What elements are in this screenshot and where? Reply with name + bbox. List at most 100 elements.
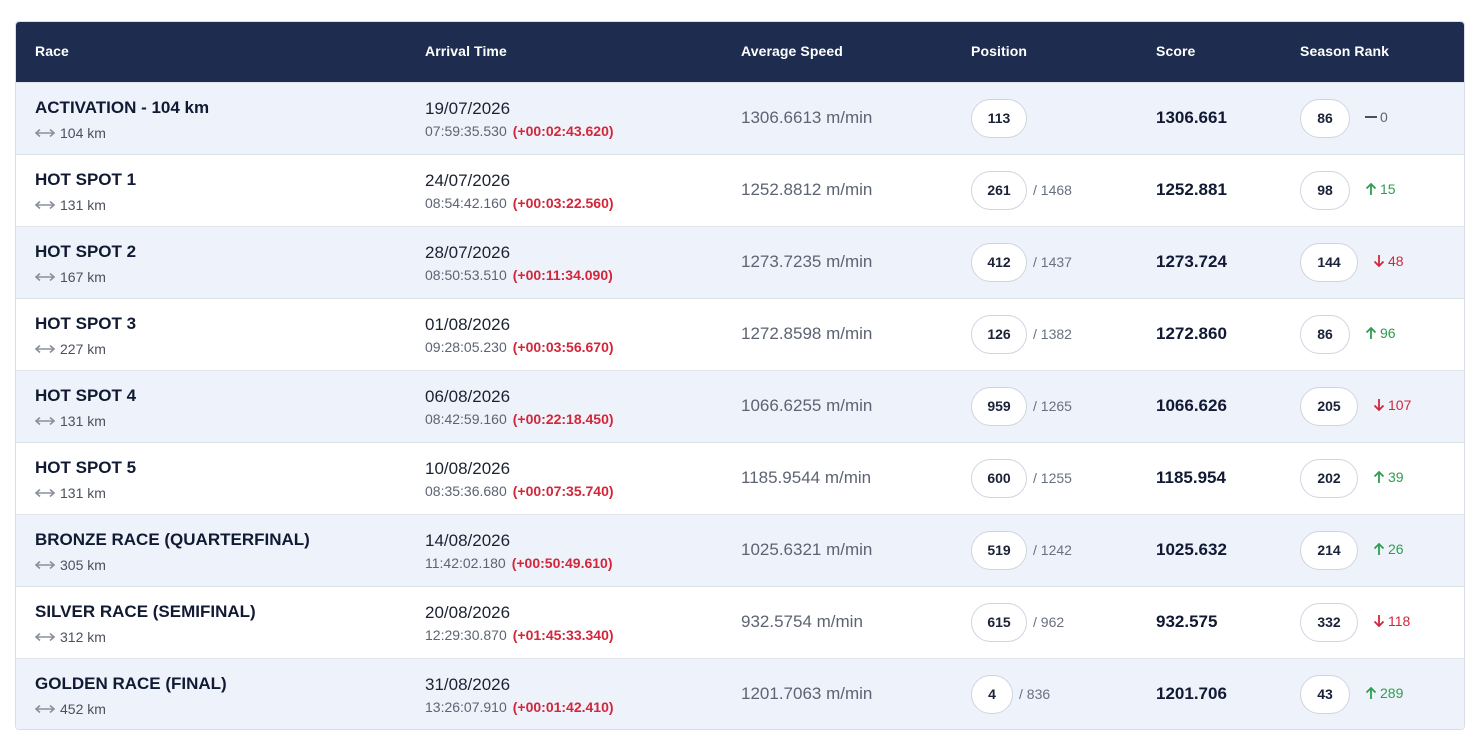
distance-arrows-icon: [35, 488, 55, 498]
race-name[interactable]: HOT SPOT 2: [35, 242, 137, 261]
season-rank-badge: 86: [1300, 99, 1350, 138]
arrival-date: 10/08/2026: [425, 459, 511, 478]
table-header: Race Arrival Time Average Speed Position…: [16, 22, 1464, 82]
table-row[interactable]: HOT SPOT 2 167 km 28/07/2026 08:50:53.510 (+…: [16, 226, 1464, 298]
average-speed: 1252.8812 m/min: [741, 180, 873, 199]
position-total: / 1468: [1033, 182, 1072, 198]
position-total: / 1242: [1033, 542, 1072, 558]
position-total: / 962: [1033, 614, 1065, 630]
distance-arrows-icon: [35, 704, 55, 714]
season-rank-badge: 202: [1300, 459, 1358, 498]
position-badge: 412: [971, 243, 1027, 282]
race-distance: 305 km: [35, 557, 106, 573]
rank-change: 289: [1364, 685, 1403, 701]
score: 1185.954: [1156, 468, 1226, 487]
race-distance-value: 227 km: [60, 341, 106, 357]
dash-icon: [1364, 110, 1378, 124]
position-badge: 959: [971, 387, 1027, 426]
arrival-gap: (+00:22:18.450): [512, 411, 614, 427]
race-name[interactable]: HOT SPOT 3: [35, 314, 137, 333]
arrow-up-icon: [1372, 470, 1386, 484]
race-distance: 104 km: [35, 125, 106, 141]
score: 1273.724: [1156, 252, 1227, 271]
arrival-detail: 08:50:53.510 (+00:11:34.090): [425, 267, 613, 283]
arrival-detail: 08:42:59.160 (+00:22:18.450): [425, 411, 614, 427]
race-name[interactable]: SILVER RACE (SEMIFINAL): [35, 602, 256, 621]
race-name[interactable]: HOT SPOT 4: [35, 386, 137, 405]
table-row[interactable]: GOLDEN RACE (FINAL) 452 km 31/08/2026 13:26…: [16, 658, 1464, 729]
header-arrival-time[interactable]: Arrival Time: [425, 43, 507, 59]
arrow-down-icon: [1372, 254, 1386, 268]
rank-change-value: 118: [1388, 613, 1411, 629]
arrow-up-icon: [1364, 326, 1378, 340]
arrival-gap: (+00:07:35.740): [512, 483, 614, 499]
rank-change: 0: [1364, 109, 1388, 125]
race-name[interactable]: GOLDEN RACE (FINAL): [35, 674, 227, 693]
race-name[interactable]: HOT SPOT 1: [35, 170, 137, 189]
season-rank-badge: 86: [1300, 315, 1350, 354]
arrival-gap: (+01:45:33.340): [512, 627, 614, 643]
race-distance: 452 km: [35, 701, 106, 717]
header-position[interactable]: Position: [971, 43, 1028, 59]
arrival-gap: (+00:03:22.560): [512, 195, 614, 211]
position-total: / 1255: [1033, 470, 1072, 486]
table-row[interactable]: HOT SPOT 4 131 km 06/08/2026 08:42:59.160 (+…: [16, 370, 1464, 442]
race-distance: 227 km: [35, 341, 106, 357]
race-distance: 131 km: [35, 485, 106, 501]
race-distance-value: 312 km: [60, 629, 106, 645]
arrival-time: 08:42:59.160: [425, 411, 507, 427]
table-row[interactable]: ACTIVATION - 104 km 104 km 19/07/2026 07:59…: [16, 82, 1464, 154]
rank-change-value: 26: [1388, 541, 1404, 557]
position-badge: 615: [971, 603, 1027, 642]
table-row[interactable]: HOT SPOT 1 131 km 24/07/2026 08:54:42.160 (+…: [16, 154, 1464, 226]
race-name[interactable]: ACTIVATION - 104 km: [35, 98, 210, 117]
rank-change-value: 15: [1380, 181, 1396, 197]
distance-arrows-icon: [35, 344, 55, 354]
race-name[interactable]: BRONZE RACE (QUARTERFINAL): [35, 530, 310, 549]
position-badge: 113: [971, 99, 1027, 138]
arrival-detail: 08:35:36.680 (+00:07:35.740): [425, 483, 614, 499]
arrival-detail: 11:42:02.180 (+00:50:49.610): [425, 555, 613, 571]
rank-change: 39: [1372, 469, 1404, 485]
distance-arrows-icon: [35, 416, 55, 426]
season-rank-badge: 214: [1300, 531, 1358, 570]
header-race[interactable]: Race: [35, 43, 69, 59]
table-row[interactable]: SILVER RACE (SEMIFINAL) 312 km 20/08/2026 1…: [16, 586, 1464, 658]
arrival-date: 28/07/2026: [425, 243, 511, 262]
distance-arrows-icon: [35, 200, 55, 210]
race-distance: 167 km: [35, 269, 106, 285]
rank-change-value: 48: [1388, 253, 1404, 269]
race-name[interactable]: HOT SPOT 5: [35, 458, 137, 477]
table-row[interactable]: BRONZE RACE (QUARTERFINAL) 305 km 14/08/20…: [16, 514, 1464, 586]
arrow-up-icon: [1364, 686, 1378, 700]
position-badge: 519: [971, 531, 1027, 570]
distance-arrows-icon: [35, 560, 55, 570]
arrival-time: 13:26:07.910: [425, 699, 507, 715]
rank-change: 118: [1372, 613, 1410, 629]
table-row[interactable]: HOT SPOT 5 131 km 10/08/2026 08:35:36.680 (+…: [16, 442, 1464, 514]
arrival-time: 12:29:30.870: [425, 627, 507, 643]
arrow-down-icon: [1372, 398, 1386, 412]
distance-arrows-icon: [35, 128, 55, 138]
average-speed: 1066.6255 m/min: [741, 396, 873, 415]
score: 1306.661: [1156, 108, 1227, 127]
score: 1066.626: [1156, 396, 1227, 415]
race-distance: 131 km: [35, 413, 106, 429]
header-average-speed[interactable]: Average Speed: [741, 43, 843, 59]
header-season-rank[interactable]: Season Rank: [1300, 43, 1390, 59]
table-row[interactable]: HOT SPOT 3 227 km 01/08/2026 09:28:05.230 (+…: [16, 298, 1464, 370]
arrival-detail: 09:28:05.230 (+00:03:56.670): [425, 339, 614, 355]
rank-change: 107: [1372, 397, 1411, 413]
race-distance: 131 km: [35, 197, 106, 213]
arrow-up-icon: [1372, 542, 1386, 556]
arrival-time: 11:42:02.180: [425, 555, 506, 571]
position-badge: 600: [971, 459, 1027, 498]
arrival-time: 08:50:53.510: [425, 267, 507, 283]
score: 932.575: [1156, 612, 1218, 631]
season-rank-badge: 332: [1300, 603, 1358, 642]
race-distance-value: 167 km: [60, 269, 106, 285]
header-score[interactable]: Score: [1156, 43, 1196, 59]
arrival-date: 31/08/2026: [425, 675, 511, 694]
race-results-table: Race Arrival Time Average Speed Position…: [15, 21, 1465, 730]
score: 1025.632: [1156, 540, 1227, 559]
